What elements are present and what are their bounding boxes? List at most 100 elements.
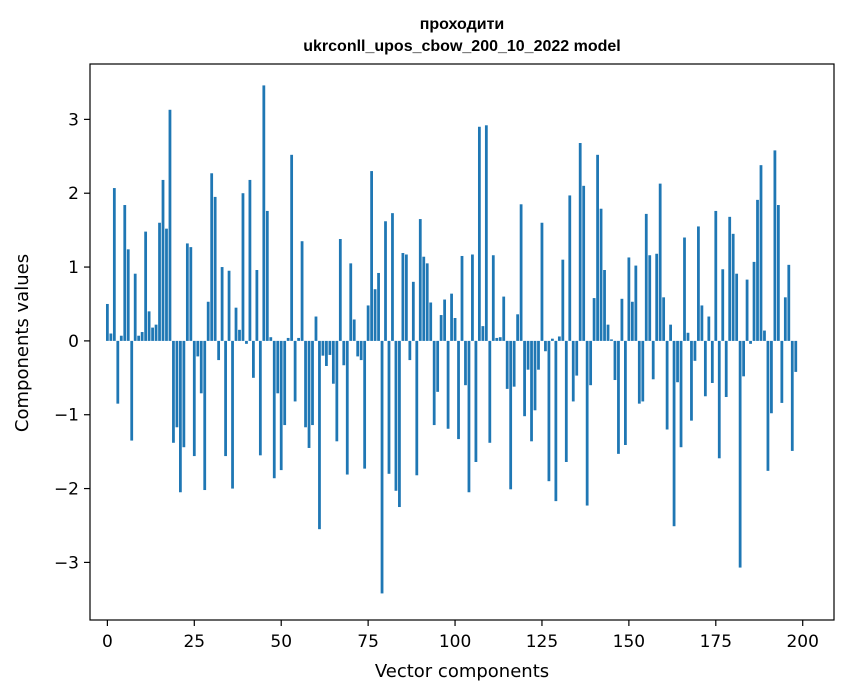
bar-43 — [255, 270, 259, 341]
plot-frame — [89, 63, 835, 621]
bar-122 — [530, 340, 533, 442]
bar-125 — [540, 222, 544, 341]
bar-169 — [693, 340, 697, 361]
bar-113 — [498, 337, 502, 341]
bar-11 — [144, 231, 148, 341]
y-tick-label: 0 — [68, 332, 79, 352]
bar-104 — [467, 340, 471, 493]
bar-178 — [724, 340, 728, 398]
x-tick-label: 150 — [613, 632, 645, 652]
bar-135 — [575, 340, 579, 376]
bar-196 — [787, 264, 791, 341]
bar-8 — [133, 273, 137, 341]
bar-12 — [147, 311, 151, 341]
bar-2 — [112, 188, 116, 341]
bar-86 — [404, 254, 408, 341]
bar-88 — [411, 281, 415, 341]
y-tick-label: −1 — [54, 406, 79, 426]
bar-132 — [564, 340, 568, 462]
bar-174 — [710, 340, 714, 383]
bar-80 — [384, 221, 387, 341]
bar-143 — [603, 270, 606, 341]
bar-39 — [241, 193, 245, 341]
bar-147 — [617, 340, 620, 454]
bar-175 — [714, 210, 718, 341]
bar-159 — [658, 183, 662, 341]
x-tick-label: 75 — [357, 632, 379, 652]
bar-32 — [217, 340, 221, 361]
bar-154 — [641, 340, 645, 402]
y-tick-label: 1 — [68, 258, 79, 278]
bar-186 — [752, 261, 756, 341]
bar-171 — [700, 305, 704, 341]
bar-129 — [554, 340, 558, 502]
bar-15 — [158, 222, 161, 341]
bar-79 — [380, 340, 384, 594]
bar-152 — [634, 265, 638, 341]
bar-41 — [248, 179, 252, 341]
bar-16 — [161, 179, 165, 341]
bar-120 — [523, 340, 526, 417]
bar-187 — [756, 199, 759, 341]
bar-67 — [338, 239, 342, 341]
bar-58 — [307, 340, 311, 448]
bar-64 — [328, 340, 332, 355]
bar-134 — [571, 340, 575, 402]
bar-184 — [745, 279, 749, 341]
bar-101 — [457, 340, 460, 440]
bar-26 — [196, 340, 200, 357]
bar-107 — [477, 126, 481, 341]
bar-96 — [439, 315, 443, 341]
bar-45 — [262, 85, 266, 341]
bar-48 — [272, 340, 276, 479]
bar-118 — [516, 314, 520, 341]
bar-160 — [662, 297, 666, 341]
bar-181 — [735, 273, 739, 341]
y-tick-label: 3 — [68, 110, 79, 130]
bar-163 — [672, 340, 676, 527]
bar-75 — [366, 305, 370, 341]
bar-50 — [279, 340, 283, 471]
bar-183 — [742, 340, 745, 377]
bar-92 — [425, 263, 429, 341]
bar-91 — [422, 256, 426, 341]
bar-59 — [311, 340, 314, 426]
bar-74 — [363, 340, 367, 469]
x-axis-label: Vector components — [375, 661, 549, 682]
bar-126 — [544, 340, 547, 352]
y-tick-label: −3 — [54, 553, 79, 573]
bar-151 — [630, 301, 634, 341]
bar-167 — [686, 332, 690, 341]
bar-173 — [707, 316, 711, 341]
bar-103 — [464, 340, 467, 386]
bar-87 — [408, 340, 412, 361]
bar-71 — [352, 319, 356, 341]
bar-25 — [192, 340, 196, 457]
bar-142 — [599, 208, 603, 341]
bar-60 — [314, 316, 318, 341]
bar-94 — [432, 340, 436, 426]
bar-5 — [123, 205, 127, 341]
bar-23 — [185, 243, 189, 341]
bar-6 — [126, 249, 130, 341]
bar-21 — [179, 340, 182, 493]
bar-168 — [690, 340, 693, 421]
bar-3 — [116, 340, 120, 404]
bar-73 — [359, 340, 363, 361]
bar-109 — [484, 125, 488, 341]
bar-0 — [105, 303, 109, 341]
bar-37 — [234, 307, 238, 341]
bar-35 — [227, 270, 231, 341]
bar-24 — [189, 247, 193, 341]
bar-40 — [245, 340, 248, 344]
bar-180 — [731, 233, 735, 341]
bar-127 — [547, 340, 551, 482]
bar-137 — [582, 185, 586, 341]
bar-56 — [300, 241, 304, 341]
bar-29 — [206, 301, 210, 341]
y-tick-label: 2 — [68, 184, 79, 204]
bar-105 — [471, 254, 474, 341]
bar-123 — [533, 340, 537, 411]
bar-70 — [349, 263, 353, 341]
